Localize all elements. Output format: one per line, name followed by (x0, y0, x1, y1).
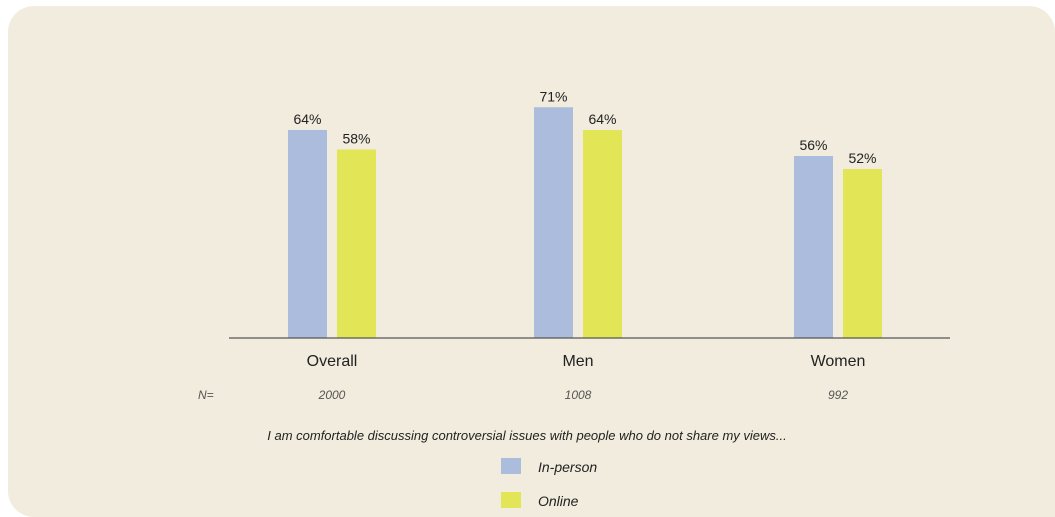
n-label: N= (198, 388, 214, 402)
legend: In-person Online (501, 458, 597, 509)
bar-women-online (843, 169, 882, 338)
bars-group (288, 107, 882, 338)
value-label-women-in-person: 56% (799, 137, 827, 153)
n-value-women: 992 (828, 388, 848, 402)
bar-overall-in-person (288, 130, 327, 338)
legend-swatch-online (501, 492, 521, 508)
n-value-overall: 2000 (318, 388, 346, 402)
legend-swatch-in-person (501, 458, 521, 474)
value-label-men-online: 64% (588, 111, 616, 127)
category-label-overall: Overall (307, 353, 358, 370)
value-label-overall-online: 58% (342, 131, 370, 147)
bar-overall-online (337, 149, 376, 338)
legend-label-online: Online (538, 493, 579, 509)
category-label-women: Women (811, 353, 866, 370)
value-labels-group: 64% 58% 71% 64% 56% 52% (293, 88, 876, 166)
n-values-group: 2000 1008 992 (318, 388, 849, 402)
value-label-women-online: 52% (848, 150, 876, 166)
category-label-men: Men (562, 353, 593, 370)
bar-men-online (583, 130, 622, 338)
category-labels-group: Overall Men Women (307, 353, 866, 370)
chart-caption: I am comfortable discussing controversia… (267, 428, 787, 443)
value-label-overall-in-person: 64% (293, 111, 321, 127)
bar-women-in-person (794, 156, 833, 338)
bar-men-in-person (534, 107, 573, 338)
legend-label-in-person: In-person (538, 459, 597, 475)
value-label-men-in-person: 71% (539, 88, 567, 104)
n-value-men: 1008 (565, 388, 592, 402)
